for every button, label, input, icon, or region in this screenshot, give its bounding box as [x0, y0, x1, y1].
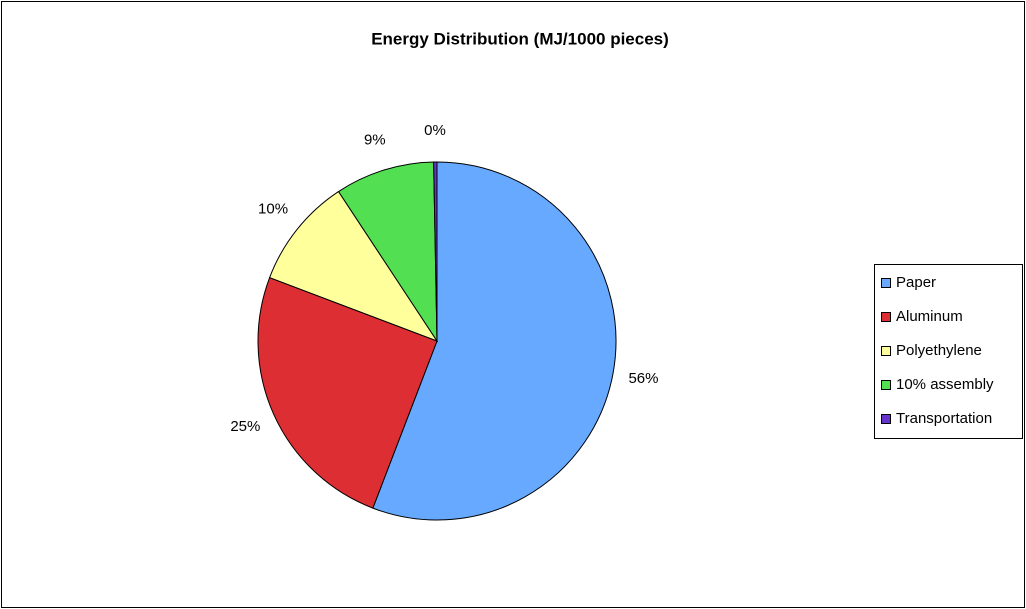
legend-box — [874, 264, 1023, 439]
data-label: 0% — [424, 122, 446, 139]
legend-label: 10% assembly — [896, 376, 994, 393]
legend-label: Paper — [896, 274, 936, 291]
legend-swatch — [881, 312, 891, 322]
pie-slice — [257, 277, 438, 509]
pie-slice — [268, 190, 439, 343]
data-label: 10% — [258, 201, 288, 218]
pie-slice — [433, 161, 438, 342]
chart-title: Energy Distribution (MJ/1000 pieces) — [371, 29, 669, 48]
legend-label: Polyethylene — [896, 342, 982, 359]
data-label: 56% — [628, 370, 658, 387]
legend-swatch — [881, 278, 891, 288]
pie-slice — [337, 161, 438, 343]
pie-slice — [372, 161, 617, 521]
legend-swatch — [881, 414, 891, 424]
legend-swatch — [881, 380, 891, 390]
legend-swatch — [881, 346, 891, 356]
legend-label: Aluminum — [896, 308, 963, 325]
data-label: 25% — [230, 418, 260, 435]
data-label: 9% — [364, 131, 386, 148]
legend-label: Transportation — [896, 410, 992, 427]
